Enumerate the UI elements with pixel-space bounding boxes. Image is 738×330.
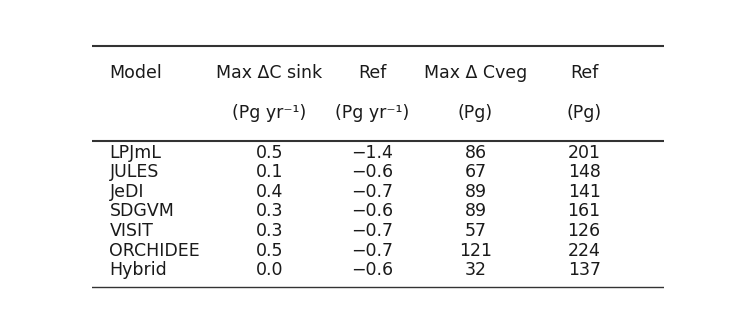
Text: Hybrid: Hybrid (109, 261, 168, 279)
Text: JULES: JULES (109, 163, 159, 181)
Text: 0.3: 0.3 (256, 222, 283, 240)
Text: LPJmL: LPJmL (109, 144, 162, 162)
Text: 57: 57 (464, 222, 486, 240)
Text: 121: 121 (459, 242, 492, 259)
Text: (Pg): (Pg) (458, 104, 493, 122)
Text: 0.5: 0.5 (256, 242, 283, 259)
Text: Ref: Ref (359, 64, 387, 82)
Text: 86: 86 (464, 144, 486, 162)
Text: Max Δ Cveg: Max Δ Cveg (424, 64, 527, 82)
Text: SDGVM: SDGVM (109, 202, 174, 220)
Text: −0.7: −0.7 (351, 183, 393, 201)
Text: 32: 32 (464, 261, 486, 279)
Text: 141: 141 (568, 183, 601, 201)
Text: −1.4: −1.4 (351, 144, 393, 162)
Text: −0.6: −0.6 (351, 202, 393, 220)
Text: (Pg): (Pg) (567, 104, 601, 122)
Text: 148: 148 (568, 163, 601, 181)
Text: 0.3: 0.3 (256, 202, 283, 220)
Text: JeDI: JeDI (109, 183, 144, 201)
Text: 0.4: 0.4 (256, 183, 283, 201)
Text: Max ΔC sink: Max ΔC sink (216, 64, 323, 82)
Text: Model: Model (109, 64, 162, 82)
Text: (Pg yr⁻¹): (Pg yr⁻¹) (335, 104, 410, 122)
Text: VISIT: VISIT (109, 222, 154, 240)
Text: 161: 161 (568, 202, 601, 220)
Text: ORCHIDEE: ORCHIDEE (109, 242, 200, 259)
Text: 89: 89 (464, 202, 486, 220)
Text: 201: 201 (568, 144, 601, 162)
Text: Ref: Ref (570, 64, 599, 82)
Text: 137: 137 (568, 261, 601, 279)
Text: 126: 126 (568, 222, 601, 240)
Text: (Pg yr⁻¹): (Pg yr⁻¹) (232, 104, 307, 122)
Text: 67: 67 (464, 163, 486, 181)
Text: 0.5: 0.5 (256, 144, 283, 162)
Text: 89: 89 (464, 183, 486, 201)
Text: 0.0: 0.0 (256, 261, 283, 279)
Text: −0.6: −0.6 (351, 261, 393, 279)
Text: −0.7: −0.7 (351, 242, 393, 259)
Text: −0.6: −0.6 (351, 163, 393, 181)
Text: 0.1: 0.1 (256, 163, 283, 181)
Text: −0.7: −0.7 (351, 222, 393, 240)
Text: 224: 224 (568, 242, 601, 259)
